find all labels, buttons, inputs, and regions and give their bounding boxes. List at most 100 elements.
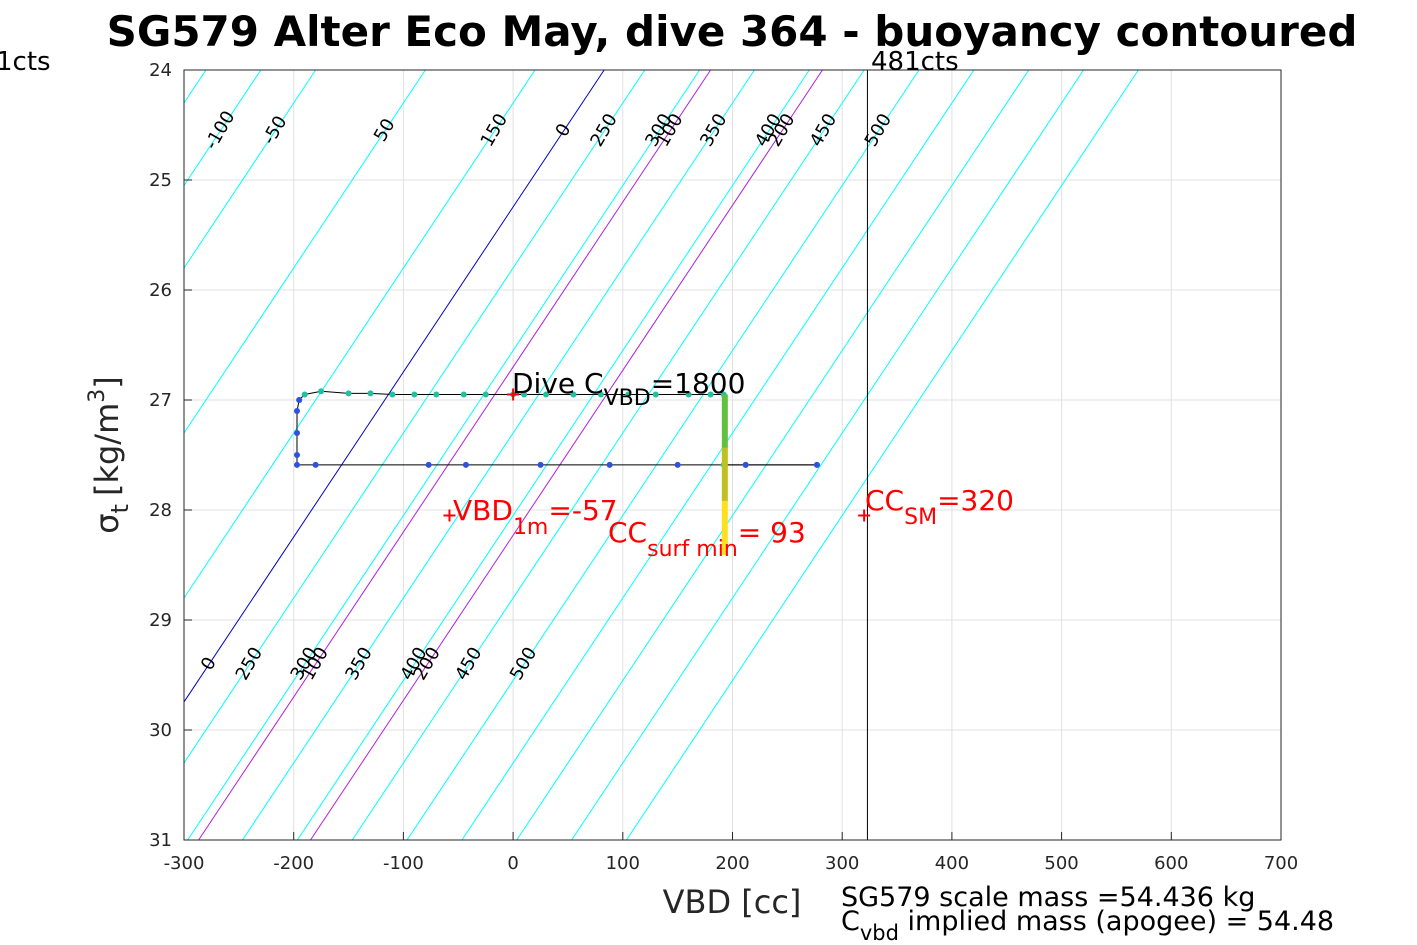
contour-line — [183, 69, 605, 703]
contour-lines — [183, 69, 1139, 841]
dive-point — [685, 391, 692, 398]
climb-point — [674, 461, 681, 468]
y-label-sub: t — [106, 504, 134, 513]
y-axis-ticks: 24 25 26 27 28 29 30 31 — [149, 60, 192, 851]
dive-point — [625, 391, 632, 398]
dive-cvbd-sub: VBD — [604, 386, 651, 411]
climb-point — [606, 461, 613, 468]
y-label-sigma: σ — [88, 513, 126, 533]
dive-point — [597, 391, 604, 398]
scale-mass-text: SG579 scale mass =54.436 kg — [841, 882, 1255, 913]
contour-line — [183, 69, 536, 599]
contour-line — [626, 69, 1139, 841]
vbd1m-value: =-57 — [548, 494, 617, 527]
left-cts-label: 1cts — [0, 47, 51, 77]
cvbd-mass-text: Cvbd implied mass (apogee) = 54.48 — [841, 906, 1334, 945]
dive-point — [652, 391, 659, 398]
dive-point — [482, 391, 489, 398]
dive-point — [367, 390, 374, 397]
y-tick-label: 24 — [149, 60, 172, 81]
x-tick-label: 300 — [825, 853, 859, 874]
y-label-unit: [kg/m — [88, 403, 126, 496]
x-tick-label: 600 — [1154, 853, 1188, 874]
climb-point — [425, 461, 432, 468]
vbd1m-annotation: VBD1m=-57 — [453, 494, 618, 540]
cvbd-value: implied mass (apogee) = 54.48 — [899, 906, 1334, 937]
contour-line — [296, 69, 810, 841]
contour-line — [198, 69, 711, 841]
cvbd-sub: vbd — [860, 921, 899, 945]
ccsurf-annotation: CCsurf min= 93 — [608, 516, 806, 562]
dive-point — [389, 391, 396, 398]
climb-point — [742, 461, 749, 468]
contour-line — [242, 69, 755, 841]
climb-point — [293, 461, 300, 468]
contour-line — [183, 69, 262, 186]
surface-bar-segment — [721, 447, 728, 502]
y-tick-label: 28 — [149, 500, 172, 521]
contour-line — [183, 69, 317, 269]
dive-point — [411, 391, 418, 398]
climb-point — [312, 461, 319, 468]
dive-point — [460, 391, 467, 398]
contour-line — [461, 69, 975, 841]
x-tick-label: 200 — [715, 853, 749, 874]
y-tick-label: 25 — [149, 170, 172, 191]
climb-point — [537, 461, 544, 468]
chart-title: SG579 Alter Eco May, dive 364 - buoyancy… — [107, 7, 1358, 56]
svg-text:σt[kg/m3]: σt [kg/m3] — [85, 376, 134, 533]
contour-line — [406, 69, 920, 841]
climb-point — [293, 430, 300, 436]
x-axis-label: VBD [cc] — [663, 883, 802, 921]
climb-point — [813, 461, 820, 468]
dive-cvbd-annotation: Dive CVBD=1800 — [512, 367, 745, 411]
ccsm-annotation: CCSM=320 — [865, 484, 1014, 530]
markers — [443, 388, 871, 522]
dive-point — [345, 390, 352, 397]
ccsurf-sub: surf min — [647, 537, 738, 562]
climb-point — [296, 397, 303, 403]
climb-point — [462, 461, 469, 468]
surface-bar-segment — [721, 500, 728, 555]
cvbd-prefix: C — [841, 906, 860, 937]
x-tick-label: 0 — [507, 853, 518, 874]
y-tick-label: 27 — [149, 390, 172, 411]
contour-line — [183, 69, 646, 764]
climb-point — [293, 452, 300, 458]
y-axis-label: σt [kg/m3] — [85, 376, 134, 533]
contour-line — [351, 69, 865, 841]
dive-point — [521, 391, 528, 398]
contour-line — [183, 69, 426, 434]
dive-cvbd-value: =1800 — [651, 367, 746, 400]
x-tick-label: 400 — [935, 853, 969, 874]
x-axis-ticks: -300 -200 -100 0 100 200 300 400 500 600 700 — [164, 832, 1298, 874]
y-tick-label: 31 — [149, 830, 172, 851]
x-tick-label: -200 — [273, 853, 314, 874]
y-label-sup: 3 — [85, 389, 110, 403]
ccsm-value: =320 — [937, 484, 1014, 517]
x-tick-label: -100 — [383, 853, 424, 874]
x-tick-label: 500 — [1044, 853, 1078, 874]
right-cts-label: 481cts — [871, 47, 959, 77]
contour-line — [310, 69, 823, 841]
y-tick-label: 30 — [149, 720, 172, 741]
y-tick-label: 29 — [149, 610, 172, 631]
x-tick-label: -300 — [164, 853, 205, 874]
ccsm-prefix: CC — [865, 484, 904, 517]
ccsurf-value: = 93 — [738, 516, 806, 549]
dive-point — [707, 391, 714, 398]
dive-point — [570, 391, 577, 398]
contour-line — [516, 69, 1030, 841]
y-tick-label: 26 — [149, 280, 172, 301]
dive-track — [293, 70, 868, 840]
contour-line — [571, 69, 1084, 841]
x-tick-label: 700 — [1264, 853, 1298, 874]
y-label-close: ] — [88, 376, 126, 388]
dive-point — [301, 391, 308, 398]
contour-line — [183, 69, 207, 104]
dive-point — [543, 391, 550, 398]
contour-line — [187, 69, 701, 841]
vbd1m-sub: 1m — [513, 515, 548, 540]
surface-bar-segment — [721, 394, 728, 449]
